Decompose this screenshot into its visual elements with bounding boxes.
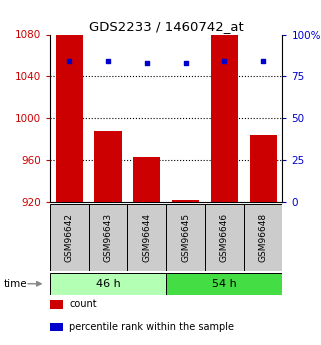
Text: GSM96648: GSM96648 [259, 213, 268, 262]
Point [144, 60, 149, 66]
Bar [89, 204, 127, 271]
Text: 46 h: 46 h [96, 279, 120, 289]
Bar [94, 131, 122, 202]
Text: 54 h: 54 h [212, 279, 237, 289]
Point [222, 59, 227, 64]
Bar [205, 204, 244, 271]
Text: count: count [69, 299, 97, 309]
Bar [166, 273, 282, 295]
Point [261, 59, 266, 64]
Bar [133, 157, 160, 202]
Bar [50, 273, 166, 295]
Bar [249, 135, 277, 202]
Point [183, 60, 188, 66]
Bar [172, 200, 199, 202]
Text: time: time [3, 279, 27, 289]
Bar [50, 204, 89, 271]
Text: percentile rank within the sample: percentile rank within the sample [69, 322, 234, 332]
Text: GSM96642: GSM96642 [65, 213, 74, 262]
Title: GDS2233 / 1460742_at: GDS2233 / 1460742_at [89, 20, 244, 33]
Bar [244, 204, 282, 271]
Bar [166, 204, 205, 271]
Point [105, 59, 110, 64]
Text: GSM96644: GSM96644 [142, 213, 151, 262]
Text: GSM96646: GSM96646 [220, 213, 229, 262]
Text: GSM96643: GSM96643 [103, 213, 112, 262]
Bar [127, 204, 166, 271]
Bar [211, 34, 238, 202]
Point [66, 59, 72, 64]
Bar [56, 34, 83, 202]
Text: GSM96645: GSM96645 [181, 213, 190, 262]
